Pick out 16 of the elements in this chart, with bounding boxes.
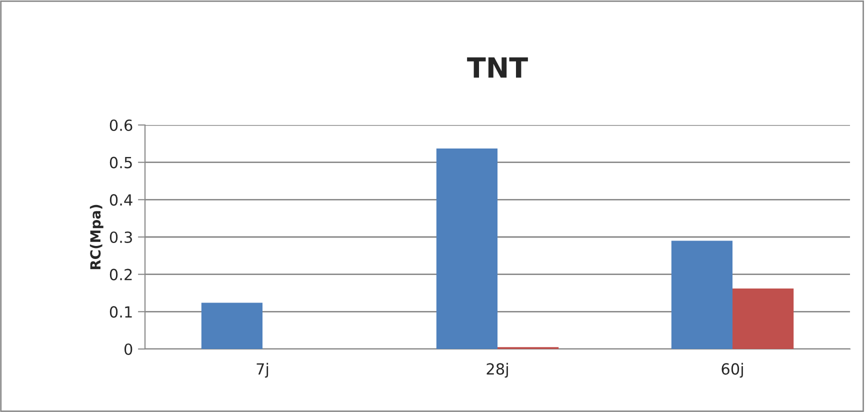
bar <box>671 240 732 349</box>
bar <box>201 302 262 349</box>
y-tick-label: 0.3 <box>110 231 132 244</box>
x-tick-label: 60j <box>722 362 743 378</box>
y-tick-label: 0.1 <box>110 306 132 318</box>
bar <box>732 288 794 349</box>
y-tick-label: 0.6 <box>110 119 132 132</box>
y-tick-label: 0.2 <box>110 268 132 280</box>
bar <box>436 148 498 349</box>
chart-title: TNT <box>467 57 528 78</box>
x-tick-label: 28j <box>486 362 508 378</box>
y-tick-label: 0.5 <box>110 156 132 168</box>
y-tick-label: 0.4 <box>110 194 132 206</box>
x-tick-label: 7j <box>256 362 268 378</box>
y-axis-title: RC(Mpa) <box>90 204 104 270</box>
y-tick-label: 0 <box>124 343 132 356</box>
